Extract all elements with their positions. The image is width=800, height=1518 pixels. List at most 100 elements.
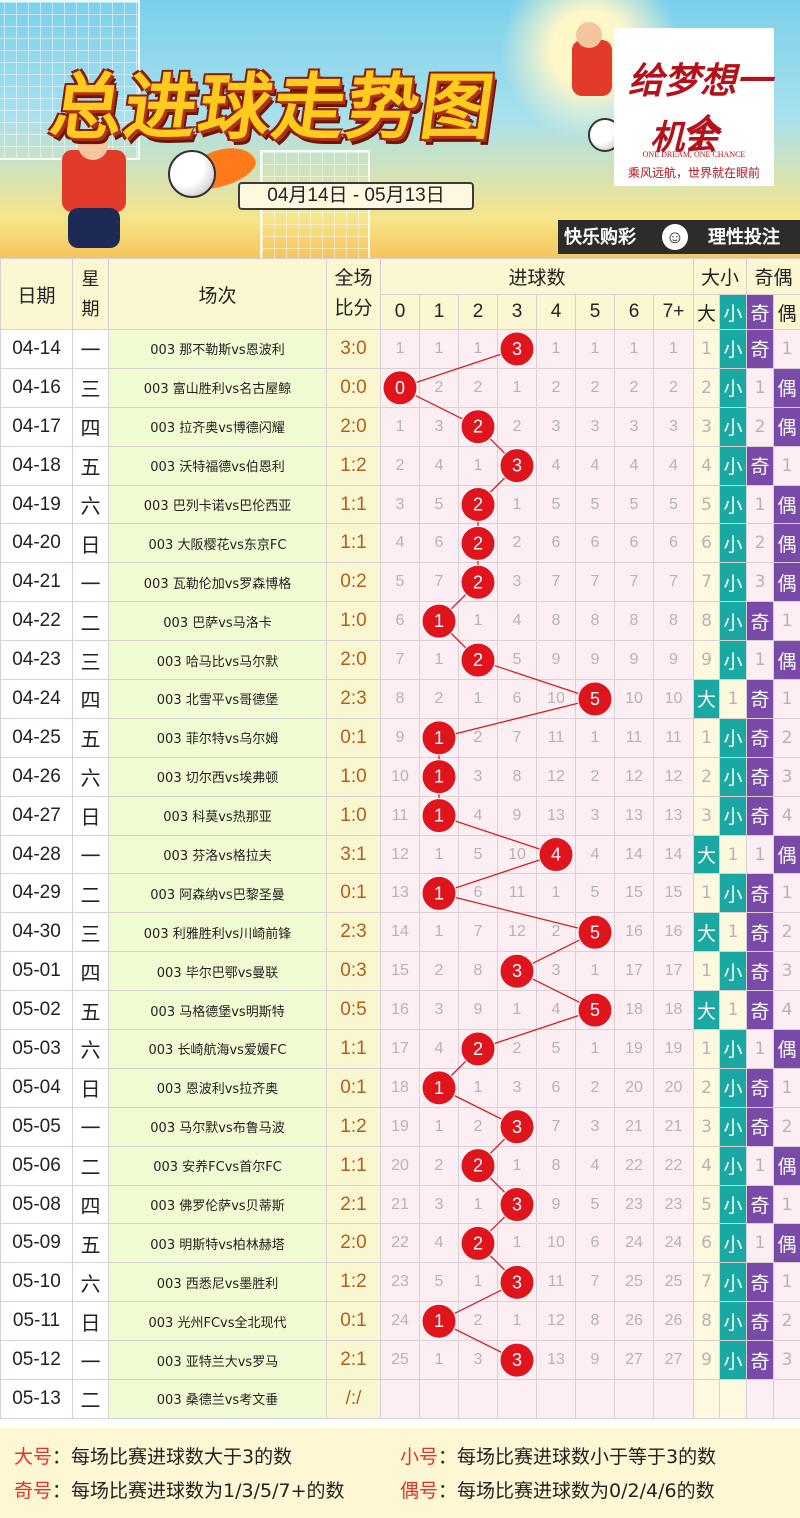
even-cell: 偶 (773, 834, 800, 875)
row-weekday: 四 (72, 951, 109, 992)
size-big-cell: 3 (693, 406, 721, 447)
size-big-cell: 3 (693, 795, 721, 836)
row-score: 3:0 (326, 329, 381, 369)
row-match: 003 阿森纳vs巴黎圣曼 (108, 873, 327, 914)
row-date: 04-29 (0, 873, 73, 914)
row-score: 0:5 (326, 990, 381, 1031)
goal-cell (380, 1379, 420, 1419)
goal-cell: 23 (652, 1184, 695, 1225)
size-big-cell: 7 (693, 562, 721, 603)
goal-cell: 3 (419, 406, 459, 447)
row-weekday: 三 (72, 912, 109, 953)
row-match: 003 巴萨vs马洛卡 (108, 601, 327, 642)
row-match: 003 瓦勒伦加vs罗森博格 (108, 562, 327, 603)
size-small-cell: 小 (719, 406, 748, 447)
odd-cell: 2 (746, 523, 775, 564)
size-big-cell: 4 (693, 445, 721, 486)
size-big-cell: 6 (693, 1223, 721, 1264)
goal-cell: 1 (419, 834, 459, 875)
size-big-cell: 5 (693, 1184, 721, 1225)
row-weekday: 一 (72, 329, 109, 369)
goal-cell: 3 (458, 1340, 498, 1381)
size-big-cell: 7 (693, 1262, 721, 1303)
row-date: 05-13 (0, 1379, 73, 1419)
row-date: 05-02 (0, 990, 73, 1031)
even-cell: 1 (773, 1067, 800, 1108)
size-big-cell: 3 (693, 1106, 721, 1147)
goal-cell: 1 (458, 601, 498, 642)
header-oddeven: 奇偶 (746, 258, 800, 295)
even-cell: 偶 (773, 1029, 800, 1069)
even-cell: 偶 (773, 1145, 800, 1186)
goal-cell: 7 (419, 562, 459, 603)
legend-even: 偶号：每场比赛进球数为0/2/4/6的数 (400, 1480, 715, 1502)
goal-cell: 8 (458, 951, 498, 992)
player-right-figure (572, 40, 612, 96)
goal-cell: 18 (614, 990, 654, 1031)
even-cell: 偶 (773, 484, 800, 525)
row-match: 003 北雪平vs哥德堡 (108, 679, 327, 719)
size-small-cell: 小 (719, 1029, 748, 1069)
odd-cell: 奇 (746, 912, 775, 953)
goal-cell: 3 (536, 951, 576, 992)
goal-cell (614, 1379, 654, 1419)
goal-cell-hit: 3 (497, 1184, 537, 1225)
row-score: 0:2 (326, 562, 381, 603)
goal-cell: 5 (458, 834, 498, 875)
goal-cell: 22 (380, 1223, 420, 1264)
row-match: 003 科莫vs热那亚 (108, 795, 327, 836)
row-match: 003 巴列卡诺vs巴伦西亚 (108, 484, 327, 525)
row-date: 05-05 (0, 1106, 73, 1147)
goal-cell (652, 1379, 695, 1419)
even-cell: 2 (773, 912, 800, 953)
row-match: 003 恩波利vs拉齐奥 (108, 1067, 327, 1108)
goal-cell: 24 (380, 1301, 420, 1342)
goal-cell: 11 (536, 717, 576, 758)
odd-cell: 奇 (746, 873, 775, 914)
header-weekday-char: 星 (81, 269, 100, 289)
player-left-head (78, 130, 108, 160)
row-weekday: 五 (72, 717, 109, 758)
size-big-cell: 1 (693, 329, 721, 369)
goal-cell: 8 (614, 601, 654, 642)
goal-cell: 10 (536, 1223, 576, 1264)
row-date: 04-25 (0, 717, 73, 758)
header-score: 全场 比分 (326, 258, 381, 330)
goal-cell: 2 (575, 1067, 615, 1108)
row-score: 2:0 (326, 1223, 381, 1264)
goal-cell: 11 (652, 717, 695, 758)
goal-cell: 25 (614, 1262, 654, 1303)
goal-cell: 13 (614, 795, 654, 836)
trend-table-wrapper: 日期 星期 场次 全场 比分 进球数 大小 奇偶 0 1 2 3 4 5 6 7+ 大小奇偶 0… (0, 258, 800, 1419)
goal-cell: 6 (536, 1067, 576, 1108)
even-cell: 2 (773, 1301, 800, 1342)
tagline-bar: 快乐购彩 ☺ 理性投注 (558, 220, 800, 254)
row-date: 04-26 (0, 756, 73, 797)
goal-cell: 6 (575, 1223, 615, 1264)
row-weekday: 日 (72, 795, 109, 836)
goal-cell: 16 (614, 912, 654, 953)
even-cell: 偶 (773, 367, 800, 408)
goal-cell: 2 (652, 367, 695, 408)
goal-cell-hit: 2 (458, 484, 498, 525)
goal-cell: 14 (652, 834, 695, 875)
even-cell: 偶 (773, 562, 800, 603)
goal-cell: 19 (380, 1106, 420, 1147)
goal-cell: 4 (419, 1223, 459, 1264)
goal-cell: 22 (652, 1145, 695, 1186)
goal-cell: 10 (380, 756, 420, 797)
legend: 大号：每场比赛进球数大于3的数 小号：每场比赛进球数小于等于3的数 奇号：每场比… (0, 1428, 800, 1518)
row-score: 2:0 (326, 640, 381, 681)
goal-cell: 4 (575, 834, 615, 875)
size-big-cell: 8 (693, 1301, 721, 1342)
goal-cell: 12 (380, 834, 420, 875)
goal-cell: 6 (614, 523, 654, 564)
row-score: /:/ (326, 1379, 381, 1419)
goal-cell: 4 (652, 445, 695, 486)
